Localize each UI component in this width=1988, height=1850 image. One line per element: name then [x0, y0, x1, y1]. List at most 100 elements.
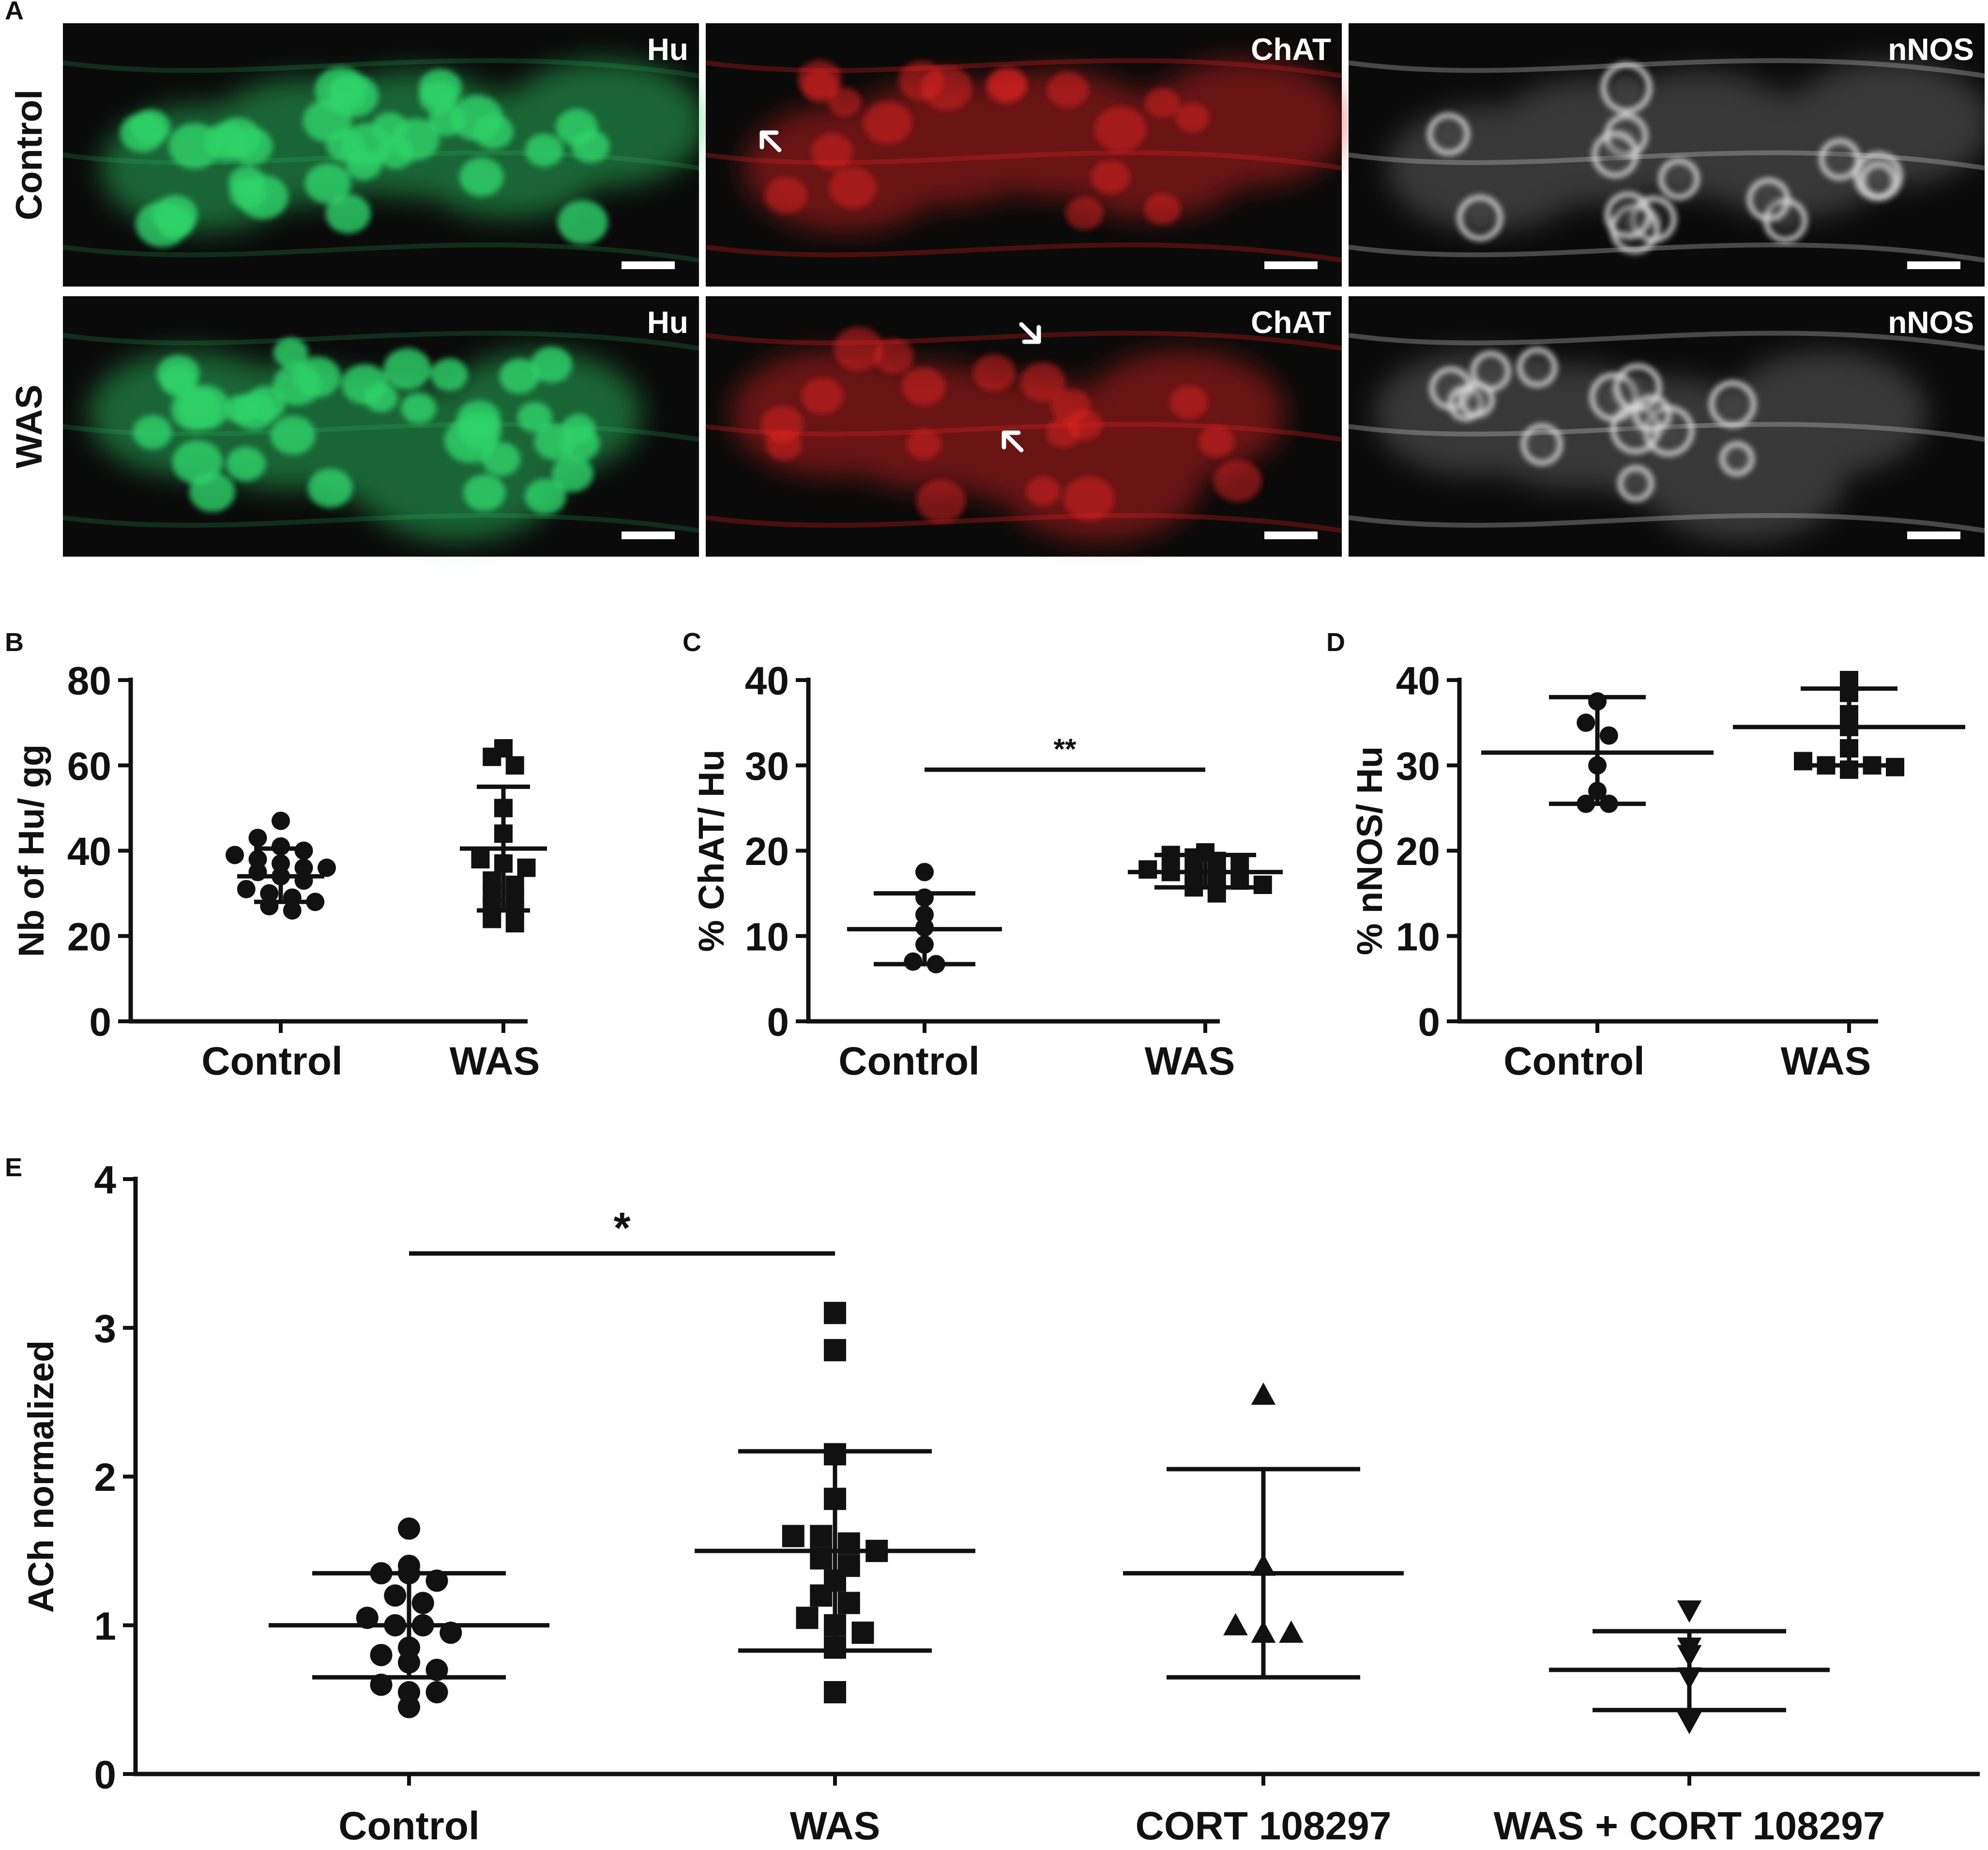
y-tick-label: 40 [1396, 659, 1440, 703]
micrograph-was-hu: Hu [62, 296, 699, 557]
nnos-neuron [1746, 178, 1791, 222]
nnos-neuron-core [1615, 203, 1641, 228]
data-point [471, 850, 490, 869]
nnos-neuron [1658, 158, 1700, 200]
y-tick-label: 4 [94, 1158, 116, 1202]
nnos-neuron-core [1869, 170, 1888, 190]
data-point [851, 1622, 874, 1644]
nnos-neuron-core [1531, 433, 1553, 455]
chart-d: 0 10 20 30 40 % nNOS/ Hu Control WAS [1350, 659, 1965, 1083]
neuron [457, 411, 502, 450]
nnos-neuron-core [1829, 148, 1851, 170]
nerve-fibre [705, 331, 1342, 351]
panel-a-micrographs: Control Hu ChAT nNOS WAS Hu ChAT nNOS [9, 23, 1988, 557]
data-point [398, 1696, 420, 1718]
data-point [248, 829, 267, 848]
data-point [283, 901, 302, 920]
panel-letter-d: D [1326, 628, 1345, 657]
nnos-neuron-core [1642, 404, 1662, 424]
nerve-fibre [62, 331, 699, 351]
scale-bar [1907, 261, 1960, 269]
nnos-neuron-core [1467, 390, 1486, 409]
neuron [557, 200, 608, 244]
y-tick-label: 0 [1418, 1001, 1440, 1045]
nnos-neuron [1427, 112, 1471, 156]
x-tick-label: CORT 108297 [1136, 1804, 1392, 1848]
neuron [401, 393, 437, 424]
neuron [304, 163, 351, 204]
neuron [764, 177, 807, 214]
row-label-was: WAS [9, 384, 50, 468]
nerve-fibre [1348, 331, 1985, 351]
y-axis-label: % ChAT/ Hu [691, 750, 731, 952]
data-point [318, 858, 336, 877]
y-tick-label: 60 [67, 744, 111, 789]
y-tick-label: 30 [745, 744, 789, 789]
neuron [1065, 197, 1104, 230]
arrow-shaft [759, 130, 782, 152]
data-point [505, 756, 524, 775]
nnos-neuron-core [1720, 391, 1745, 417]
neuron [525, 478, 566, 515]
nnos-neuron [1633, 394, 1672, 434]
neuron [430, 358, 468, 391]
y-tick-label: 40 [745, 659, 789, 703]
chart-b: 0 20 40 60 80 Nb of Hu/ gg Control WAS [11, 659, 547, 1083]
neuron [245, 386, 286, 421]
x-tick-label: WAS [450, 1039, 540, 1083]
neuron [811, 133, 853, 170]
neuron [531, 347, 573, 383]
nnos-neuron-core [1612, 74, 1640, 102]
arrow-head [1022, 325, 1041, 344]
significance-label: ** [1054, 733, 1077, 765]
x-tick-label: WAS [1145, 1039, 1235, 1083]
neuron [482, 442, 521, 476]
neuron [238, 175, 288, 219]
series-control [847, 863, 1002, 973]
y-tick-label: 20 [745, 830, 789, 874]
scale-bar [622, 261, 675, 269]
micrograph-control-nnos: nNOS [1348, 23, 1988, 287]
x-tick-label: Control [201, 1039, 342, 1083]
arrow-marker [1002, 430, 1024, 453]
nerve-fibre [62, 243, 699, 263]
neuron [156, 205, 195, 239]
stain-label-chat: ChAT [1251, 32, 1331, 67]
panel-letter-c: C [683, 628, 701, 657]
data-point [226, 846, 244, 864]
data-point [272, 811, 290, 830]
neuron [985, 68, 1026, 104]
data-point [915, 863, 934, 881]
neuron [1175, 103, 1210, 133]
neuron [273, 364, 321, 406]
neuron [326, 128, 365, 162]
data-point [425, 1681, 448, 1704]
neuron [450, 95, 503, 141]
micrograph-was-chat: ChAT [705, 296, 1342, 557]
y-tick-label: 0 [94, 1753, 116, 1797]
nnos-neuron-core [1668, 168, 1690, 190]
y-tick-label: 10 [1396, 915, 1440, 959]
nnos-neuron-core [1468, 206, 1492, 230]
y-axis-label: Nb of Hu/ gg [11, 744, 51, 957]
neuron [189, 472, 235, 512]
stain-label-nnos: nNOS [1888, 32, 1974, 67]
neurons [1429, 347, 1757, 502]
neuron [863, 101, 912, 144]
data-point [306, 893, 325, 911]
micrograph-was-nnos: nNOS [1348, 296, 1985, 557]
data-point [1184, 848, 1203, 867]
neuron [1020, 362, 1066, 402]
neurons [120, 67, 610, 247]
data-point [248, 850, 267, 869]
data-point [1677, 1712, 1702, 1734]
nerve-fibre [62, 513, 699, 533]
stain-label-hu: Hu [647, 305, 688, 340]
data-point [810, 1584, 833, 1607]
scale-bar [1264, 261, 1318, 269]
nerve-fibre [705, 150, 1342, 171]
nerve-fibre [62, 58, 699, 78]
data-point [824, 1681, 846, 1704]
nnos-neuron [1458, 381, 1495, 418]
